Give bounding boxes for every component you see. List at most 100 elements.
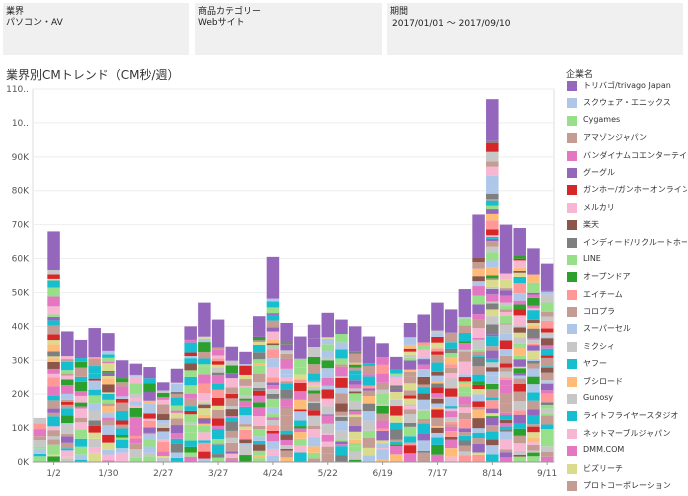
bar-segment [88,366,101,374]
filter-industry[interactable]: 業界 パソコン・AV [3,3,189,55]
legend-item[interactable]: Gunosy [566,392,688,409]
legend-item[interactable]: ネットマーブルジャパン [566,427,688,444]
x-tick-label: 7/17 [427,469,447,479]
bar-segment [198,338,211,343]
bar-segment [348,451,362,460]
bar-segment [417,369,431,377]
bar-segment [540,438,554,447]
bar-segment [225,406,239,410]
legend-item[interactable]: コロプラ [566,305,688,322]
bar-segment [486,209,499,214]
legend-item[interactable]: LINE [566,253,688,270]
bar-segment-trivago [307,324,321,339]
filter-period[interactable]: 期間 2017/01/01 ～ 2017/09/10 [387,3,683,55]
bar-segment [211,358,225,362]
bar-segment [431,348,444,352]
bar-week-6/19 [376,343,389,462]
bar-segment [47,278,60,281]
bar-week-1/16 [74,339,88,462]
legend-item[interactable]: バンダイナムコエンターテイン.. [566,149,688,166]
legend-label: バンダイナムコエンターテイン.. [583,150,687,160]
bar-segment [431,444,444,455]
bar-segment [88,380,101,390]
bar-segment-trivago [74,339,88,359]
bar-segment [74,358,88,362]
bar-segment [472,328,485,339]
bar-segment-trivago [431,302,444,331]
bar-segment [61,433,74,437]
bar-segment [280,350,293,354]
bar-segment [458,325,472,334]
bar-segment [61,359,74,362]
bar-week-6/12 [362,336,376,462]
bar-segment [376,459,389,462]
bar-segment [307,385,321,388]
bar-segment [225,451,239,454]
bar-segment [61,424,74,434]
bar-segment [486,316,499,325]
bar-segment [540,316,554,321]
legend-item[interactable]: スーパーセル [566,322,688,339]
bar-segment [390,406,403,416]
bar-segment [348,393,362,401]
bar-segment [129,443,143,450]
filter-category-value[interactable]: Webサイト [198,18,245,28]
bar-segment-trivago [390,356,403,370]
bar-segment [513,327,526,333]
bar-segment [143,413,156,419]
bar-segment [266,298,280,302]
legend-item[interactable]: ブシロード [566,375,688,392]
legend-item[interactable]: Cygames [566,114,688,131]
legend-item[interactable]: ビズリーチ [566,462,688,479]
bar-segment [335,455,348,462]
legend-item[interactable]: 楽天 [566,218,688,235]
bar-segment [115,411,129,421]
legend-item[interactable]: ヤフー [566,357,688,374]
bar-segment [444,417,458,422]
filter-period-value[interactable]: 2017/01/01 ～ 2017/09/10 [392,19,511,29]
legend-item[interactable]: エイチーム [566,288,688,305]
bar-segment [513,443,526,451]
legend-item[interactable]: スクウェア・エニックス [566,96,688,113]
legend-item[interactable]: メルカリ [566,201,688,218]
bar-segment [540,291,554,295]
legend-item[interactable]: トリバゴ/trivago Japan [566,79,688,96]
bar-segment [472,366,485,375]
filter-category[interactable]: 商品カテゴリー Webサイト [195,3,382,55]
legend-item[interactable]: DMM.COM [566,444,688,461]
bar-segment [61,404,74,409]
bar-segment [74,454,88,460]
bar-segment [225,418,239,422]
bar-segment [486,238,499,242]
legend-item[interactable]: アマゾンジャパン [566,131,688,148]
bar-segment [486,175,499,185]
bar-segment [88,389,101,396]
bar-segment [527,297,540,306]
bar-segment [486,416,499,418]
y-tick-label: 10.. [12,119,29,129]
bar-segment [362,455,376,462]
legend-item[interactable]: ライトフライヤースタジオ [566,409,688,426]
bar-segment [47,296,60,307]
legend-item[interactable]: グーグル [566,166,688,183]
bar-segment [513,300,526,305]
legend-item[interactable]: ミクシィ [566,340,688,357]
bar-segment [376,389,389,394]
bar-segment [61,458,74,462]
bar-segment [280,353,293,359]
legend-item[interactable]: インディード/リクルートホール.. [566,236,688,253]
bar-segment [431,342,444,349]
bar-segment [527,294,540,298]
bar-segment [266,301,280,308]
bar-segment [348,417,362,426]
bar-segment [280,368,293,375]
bar-segment [458,383,472,387]
bar-segment [335,420,348,431]
bar-segment [513,258,526,261]
filter-industry-value[interactable]: パソコン・AV [6,18,63,28]
legend-item[interactable]: オープンドア [566,270,688,287]
bar-segment [88,356,101,359]
bar-week-6/5 [348,326,362,462]
legend-item[interactable]: ガンホー/ガンホーオンライン.. [566,183,688,200]
bar-segment [527,426,540,433]
